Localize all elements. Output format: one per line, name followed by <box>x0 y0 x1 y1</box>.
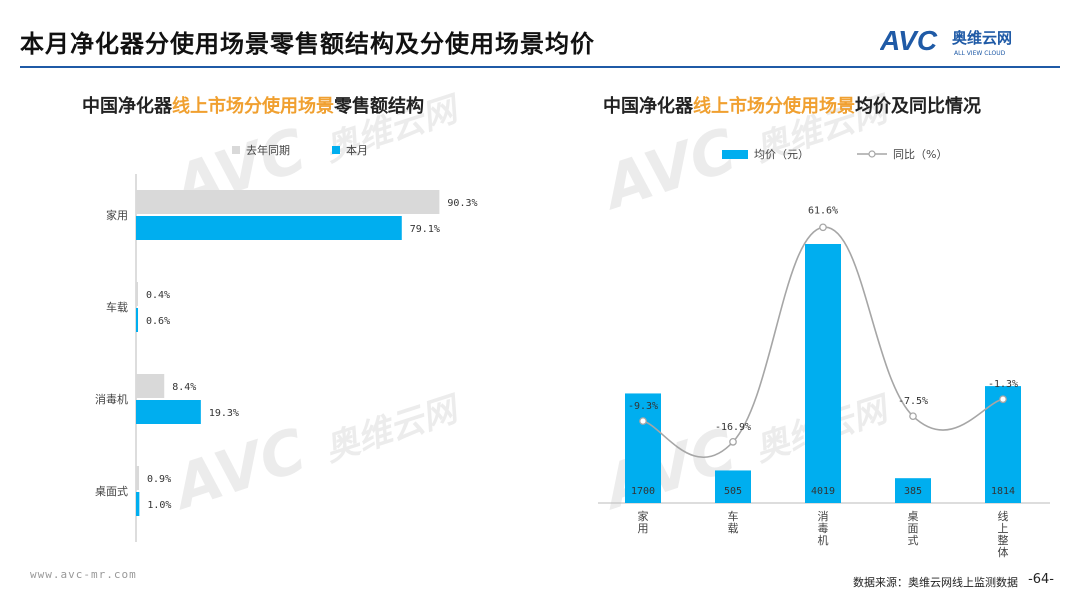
data-label: 90.3% <box>447 198 477 209</box>
data-label: 0.9% <box>147 474 171 485</box>
data-label: 0.4% <box>146 290 170 301</box>
logo-cn: 奥维云网 <box>952 29 1012 47</box>
data-source: 数据来源：奥维云网线上监测数据 <box>853 576 1018 589</box>
category-label: 毒 <box>818 522 829 535</box>
data-label: -16.9% <box>715 422 751 433</box>
header-divider <box>20 66 1060 68</box>
yoy-point <box>639 417 647 425</box>
left-chart-legend: 去年同期 本月 <box>232 142 368 158</box>
category-label: 桌 <box>908 510 919 523</box>
yoy-point <box>999 395 1007 404</box>
category-label: 桌面式 <box>95 485 128 498</box>
right-chart-title: 中国净化器线上市场分使用场景均价及同比情况 <box>603 96 981 117</box>
category-label: 车载 <box>106 300 128 314</box>
legend-swatch-current <box>332 146 340 154</box>
data-label: 1.0% <box>147 500 171 511</box>
data-label: 1814 <box>991 486 1015 497</box>
data-label: 61.6% <box>808 205 838 216</box>
data-label: 4019 <box>811 486 835 497</box>
category-label: 体 <box>998 545 1009 559</box>
legend-label-last-year: 去年同期 <box>246 144 290 157</box>
data-label: 385 <box>904 486 922 497</box>
yoy-point <box>909 412 917 421</box>
bar-current <box>136 492 140 516</box>
bar-current <box>136 400 201 424</box>
category-label: 式 <box>908 534 919 547</box>
data-label: -9.3% <box>628 401 658 412</box>
logo-mark: AVC <box>880 25 938 56</box>
category-label: 载 <box>728 522 739 535</box>
legend-label-avg-price: 均价（元） <box>754 148 809 161</box>
category-label: 家 <box>638 509 649 523</box>
category-label: 上 <box>998 522 1009 535</box>
data-label: 8.4% <box>172 382 196 393</box>
category-label: 面 <box>908 522 919 535</box>
category-label: 整 <box>998 533 1009 547</box>
bar-current <box>136 216 402 240</box>
category-label: 线 <box>998 509 1009 523</box>
data-label: 505 <box>724 486 742 497</box>
logo-en: ALL VIEW CLOUD <box>954 50 1006 57</box>
category-label: 消 <box>818 509 829 523</box>
avc-logo: AVC 奥维云网 ALL VIEW CLOUD <box>880 25 1012 57</box>
yoy-point <box>729 438 737 446</box>
legend-swatch-avg-price <box>722 149 748 159</box>
bar-last-year <box>136 466 140 490</box>
page-title: 本月净化器分使用场景零售额结构及分使用场景均价 <box>20 30 595 58</box>
bar-last-year <box>136 282 138 306</box>
data-label: 1700 <box>631 486 655 497</box>
legend-swatch-last-year <box>232 146 240 154</box>
data-label: 19.3% <box>209 408 239 419</box>
page-number: -64- <box>1028 572 1054 587</box>
category-label: 用 <box>638 522 649 535</box>
legend-swatch-yoy <box>857 150 887 158</box>
data-label: -1.3% <box>988 379 1018 390</box>
data-label: -7.5% <box>898 396 928 407</box>
right-chart-legend: 均价（元） 同比（%） <box>722 146 947 162</box>
bar-avg-price <box>625 393 661 503</box>
footer-url: www.avc-mr.com <box>30 568 137 581</box>
bar-current <box>136 308 139 332</box>
yoy-point <box>819 223 827 232</box>
bar-avg-price <box>895 478 931 503</box>
bar-avg-price <box>715 470 751 503</box>
data-label: 79.1% <box>410 224 440 235</box>
bar-avg-price <box>805 243 841 503</box>
bar-last-year <box>136 190 440 214</box>
category-label: 消毒机 <box>95 392 128 406</box>
category-label: 车 <box>728 509 739 523</box>
data-label: 0.6% <box>146 316 170 327</box>
category-label: 家用 <box>106 208 128 222</box>
legend-label-current: 本月 <box>346 144 368 157</box>
bar-last-year <box>136 374 165 398</box>
category-label: 机 <box>818 533 829 547</box>
legend-label-yoy: 同比（%） <box>893 148 948 161</box>
left-chart-title: 中国净化器线上市场分使用场景零售额结构 <box>82 96 424 117</box>
